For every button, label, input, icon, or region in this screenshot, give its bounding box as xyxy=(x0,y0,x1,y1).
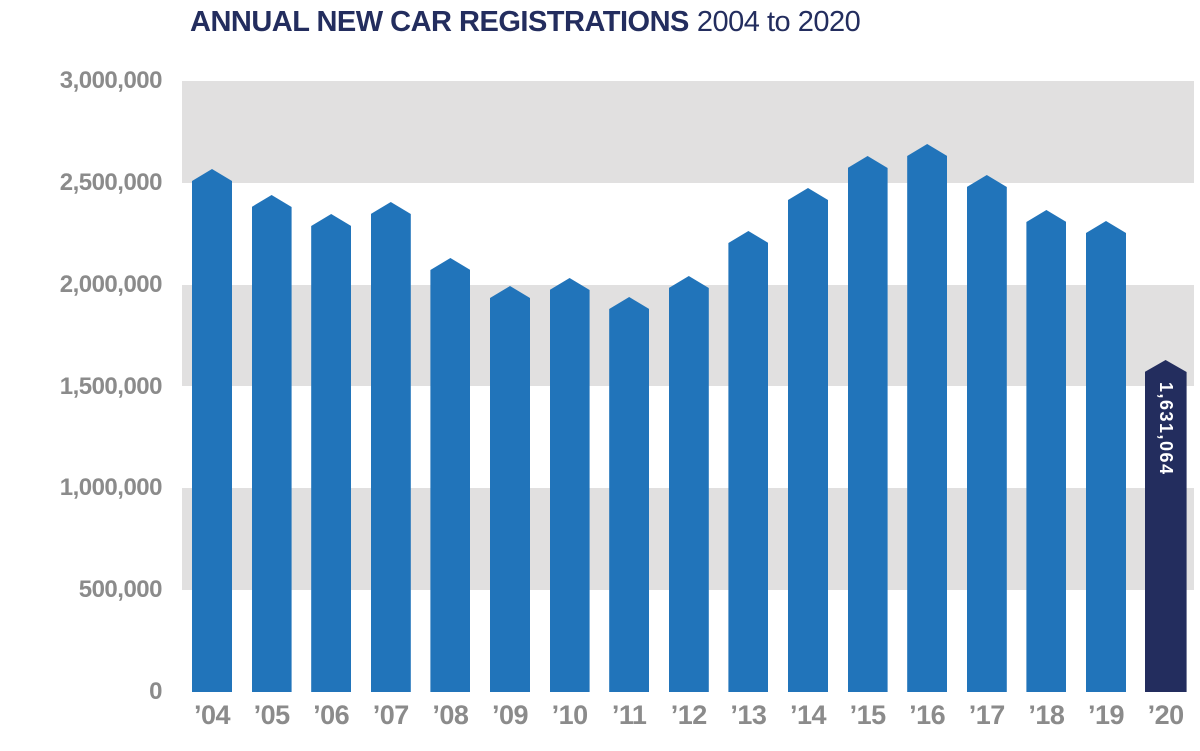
bar-2004 xyxy=(192,169,232,692)
x-axis-tick-label: ’19 xyxy=(1087,700,1125,730)
x-axis-tick-label: ’09 xyxy=(491,700,529,730)
bar-2020: 1,631,064 xyxy=(1144,360,1187,692)
x-axis-tick-label: ’08 xyxy=(432,700,469,730)
x-axis-tick-label: ’16 xyxy=(909,700,946,730)
bar-2007 xyxy=(370,202,411,692)
chart-title-main: ANNUAL NEW CAR REGISTRATIONS xyxy=(190,6,689,38)
bar-2014 xyxy=(788,188,828,692)
x-axis-tick-label: ’06 xyxy=(313,700,350,730)
x-axis-tick-label: ’11 xyxy=(611,700,647,730)
x-axis-tick-label: ’17 xyxy=(968,700,1006,730)
x-axis-tick-label: ’10 xyxy=(551,700,589,730)
bar-2008 xyxy=(430,258,471,692)
chart-title-range: 2004 to 2020 xyxy=(696,6,861,38)
x-axis-tick-label: ’18 xyxy=(1028,700,1065,730)
bar-2016 xyxy=(907,144,948,692)
bar-2015 xyxy=(847,156,888,692)
chart-title: ANNUAL NEW CAR REGISTRATIONS 2004 to 2020 xyxy=(190,6,861,39)
y-axis-tick-label: 1,000,000 xyxy=(59,474,163,502)
bar-2006 xyxy=(311,214,352,692)
x-axis-tick-label: ’05 xyxy=(253,700,291,730)
highlight-bar-value-label: 1,631,064 xyxy=(1156,382,1177,476)
x-axis-tick-label: ’07 xyxy=(372,700,410,730)
bar-2009 xyxy=(490,286,530,692)
bar-2018 xyxy=(1026,210,1067,692)
x-axis-tick-label: ’14 xyxy=(789,700,827,730)
x-axis-tick-label: ’12 xyxy=(670,700,708,730)
plot-area: 1,631,064 xyxy=(182,81,1194,692)
bar-2012 xyxy=(668,276,709,692)
bar-2010 xyxy=(549,278,590,692)
y-axis-tick-label: 500,000 xyxy=(78,576,163,604)
x-axis-tick-label: ’04 xyxy=(193,700,231,730)
y-axis-tick-label: 1,500,000 xyxy=(59,372,163,400)
bar-2005 xyxy=(251,195,292,692)
bar-2019 xyxy=(1086,221,1126,692)
x-axis-tick-label: ’15 xyxy=(849,700,887,730)
bar-2017 xyxy=(966,175,1007,692)
y-axis-tick-label: 3,000,000 xyxy=(59,67,163,94)
grid-band xyxy=(182,81,1194,183)
y-axis-tick-label: 0 xyxy=(149,678,162,705)
y-axis-tick-label: 2,500,000 xyxy=(59,168,163,196)
x-axis-tick-label: ’13 xyxy=(730,700,767,730)
bar-2011 xyxy=(609,297,650,692)
y-axis-tick-label: 2,000,000 xyxy=(59,270,163,298)
x-axis-tick-label: ’20 xyxy=(1147,700,1185,730)
bar-2013 xyxy=(728,231,769,692)
